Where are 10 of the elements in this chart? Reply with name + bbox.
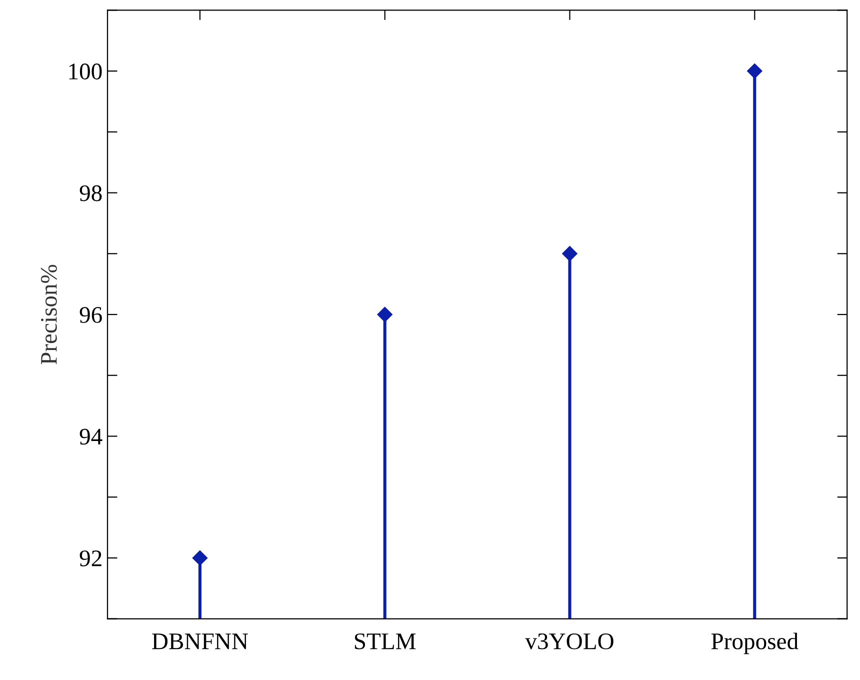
x-tick-label: DBNFNN (152, 634, 248, 650)
y-tick-label: 98 (80, 185, 102, 202)
y-tick-label: 94 (80, 428, 102, 445)
y-axis-title: Precison% (40, 264, 57, 364)
x-tick-label: Proposed (711, 632, 798, 654)
y-tick-label: 100 (69, 64, 102, 80)
x-tick-label: v3YOLO (525, 633, 614, 650)
x-tick-label: STLM (354, 633, 416, 650)
y-tick-label: 96 (80, 307, 102, 323)
y-tick-label: 92 (80, 550, 102, 566)
